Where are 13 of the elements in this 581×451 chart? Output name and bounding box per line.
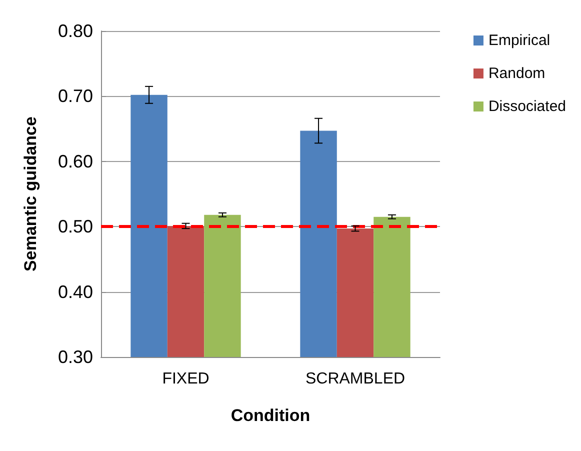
- x-tick-label: FIXED: [162, 370, 210, 388]
- y-tick-label: 0.70: [58, 86, 93, 106]
- legend-label: Dissociated: [488, 98, 566, 115]
- y-tick-label: 0.80: [58, 21, 93, 41]
- y-tick-label: 0.40: [58, 282, 93, 302]
- y-axis-title: Semantic guidance: [21, 116, 40, 272]
- y-tick-label: 0.60: [58, 151, 93, 172]
- y-tick-label: 0.50: [58, 216, 93, 237]
- y-tick-label: 0.30: [58, 347, 93, 367]
- legend-label: Random: [488, 65, 546, 82]
- x-axis-title: Condition: [230, 406, 310, 425]
- x-tick-label: SCRAMBLED: [305, 370, 406, 388]
- legend-label: Empirical: [488, 32, 550, 49]
